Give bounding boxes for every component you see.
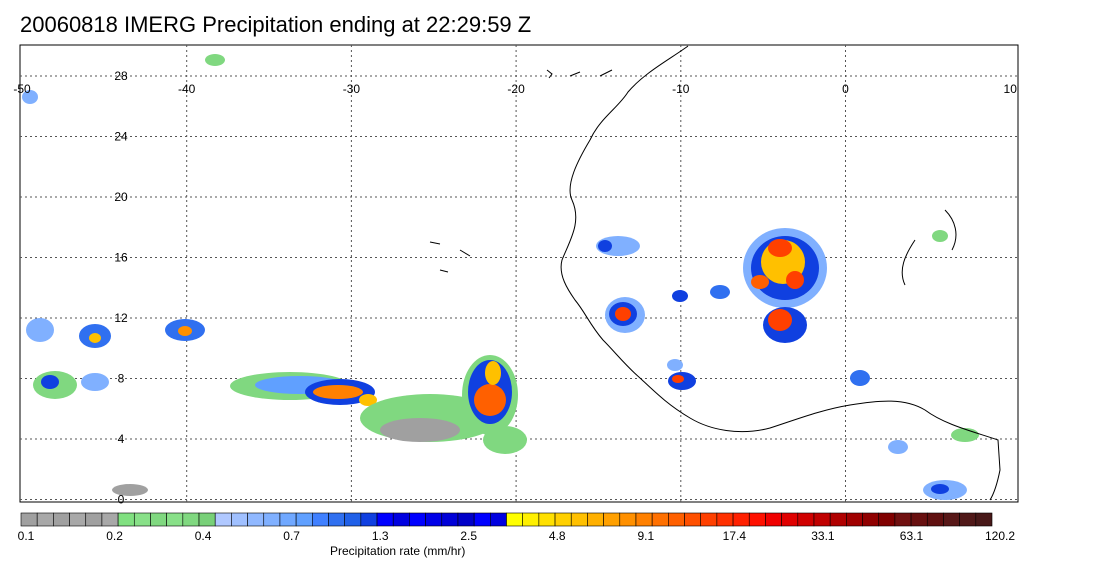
colorbar-swatch [846, 512, 863, 527]
longitude-label: -20 [507, 82, 525, 96]
colorbar-swatch [457, 512, 475, 527]
colorbar-swatch [781, 512, 799, 527]
longitude-label: -50 [13, 82, 31, 96]
colorbar-swatch [409, 512, 426, 527]
colorbar-swatch [603, 512, 621, 527]
colorbar-swatch [85, 512, 103, 527]
colorbar-swatch [554, 512, 572, 527]
colorbar-swatch [214, 512, 232, 527]
colorbar-swatch [279, 512, 297, 527]
colorbar-swatch [975, 512, 993, 527]
colorbar-swatch [295, 512, 313, 527]
colorbar-swatch [133, 512, 151, 527]
colorbar-swatch [101, 512, 119, 527]
colorbar-swatch [684, 512, 701, 527]
colorbar-swatches [20, 512, 993, 527]
longitude-label: -10 [672, 82, 690, 96]
colorbar-swatch [182, 512, 200, 527]
colorbar-tick-label: 0.4 [195, 529, 212, 543]
latitude-label: 20 [114, 190, 128, 204]
colorbar-swatch [651, 512, 669, 527]
colorbar-swatch [716, 512, 734, 527]
colorbar-swatch [668, 512, 685, 527]
colorbar-swatch [732, 512, 750, 527]
colorbar-swatch [20, 512, 38, 527]
colorbar-tick-label: 0.1 [18, 529, 35, 543]
colorbar-swatch [506, 512, 523, 527]
colorbar-swatch [522, 512, 540, 527]
colorbar-swatch [344, 512, 362, 527]
colorbar-tick-label: 9.1 [637, 529, 654, 543]
colorbar-tick-label: 63.1 [900, 529, 924, 543]
colorbar-swatch [441, 512, 459, 527]
colorbar-swatch [490, 512, 507, 527]
colorbar-swatch [926, 512, 944, 527]
colorbar-tick-label: 4.8 [549, 529, 566, 543]
colorbar-swatch [878, 512, 896, 527]
colorbar-swatch [570, 512, 588, 527]
latitude-label: 8 [118, 372, 125, 386]
colorbar-swatch [587, 512, 604, 527]
precipitation-field [22, 54, 979, 500]
colorbar-swatch [425, 512, 443, 527]
colorbar-swatch [910, 512, 928, 527]
colorbar-swatch [959, 512, 977, 527]
graticule [20, 45, 1018, 502]
colorbar-swatch [53, 512, 70, 527]
colorbar-swatch [247, 512, 265, 527]
map-title: 20060818 IMERG Precipitation ending at 2… [20, 12, 532, 37]
latitude-label: 28 [114, 69, 128, 83]
colorbar-tick-label: 0.7 [283, 529, 300, 543]
colorbar-swatch [376, 512, 394, 527]
colorbar-swatch [829, 512, 847, 527]
colorbar-swatch [862, 512, 880, 527]
longitude-label: 10 [1004, 82, 1018, 96]
colorbar-tick-label: 17.4 [723, 529, 747, 543]
latitude-label: 12 [114, 311, 128, 325]
longitude-label: -30 [343, 82, 361, 96]
latitude-label: 24 [114, 130, 128, 144]
colorbar-tick-label: 1.3 [372, 529, 389, 543]
colorbar-swatch [538, 512, 556, 527]
colorbar-swatch [797, 512, 815, 527]
colorbar-swatch [328, 512, 345, 527]
colorbar-swatch [198, 512, 216, 527]
latitude-label: 0 [118, 493, 125, 507]
colorbar-swatch [619, 512, 637, 527]
latitude-label: 16 [114, 251, 128, 265]
colorbar-swatch [943, 512, 960, 527]
colorbar-tick-label: 0.2 [106, 529, 123, 543]
colorbar-swatch [150, 512, 167, 527]
colorbar-swatch [69, 512, 87, 527]
colorbar-swatch [360, 512, 378, 527]
colorbar-swatch [166, 512, 184, 527]
colorbar-swatch [765, 512, 782, 527]
coastline [429, 45, 1001, 501]
colorbar-swatch [231, 512, 248, 527]
colorbar-ticks: 0.1 0.2 0.4 0.7 1.3 2.5 4.8 9.1 17.4 33.1 63.1 120.… [18, 529, 1016, 543]
colorbar-swatch [117, 512, 135, 527]
colorbar-tick-label: 33.1 [811, 529, 835, 543]
latitude-label: 4 [118, 432, 125, 446]
colorbar-label: Precipitation rate (mm/hr) [330, 544, 466, 558]
colorbar-swatch [894, 512, 912, 527]
colorbar-tick-label: 120.2 [985, 529, 1015, 543]
colorbar-swatch [813, 512, 831, 527]
colorbar-swatch [700, 512, 718, 527]
colorbar-swatch [311, 512, 329, 527]
colorbar-tick-label: 2.5 [460, 529, 477, 543]
colorbar-swatch [392, 512, 410, 527]
colorbar-swatch [36, 512, 54, 527]
longitude-label: 0 [842, 82, 849, 96]
colorbar-swatch [635, 512, 653, 527]
colorbar-swatch [748, 512, 766, 527]
colorbar-swatch [473, 512, 491, 527]
colorbar-swatch [263, 512, 281, 527]
longitude-label: -40 [178, 82, 196, 96]
